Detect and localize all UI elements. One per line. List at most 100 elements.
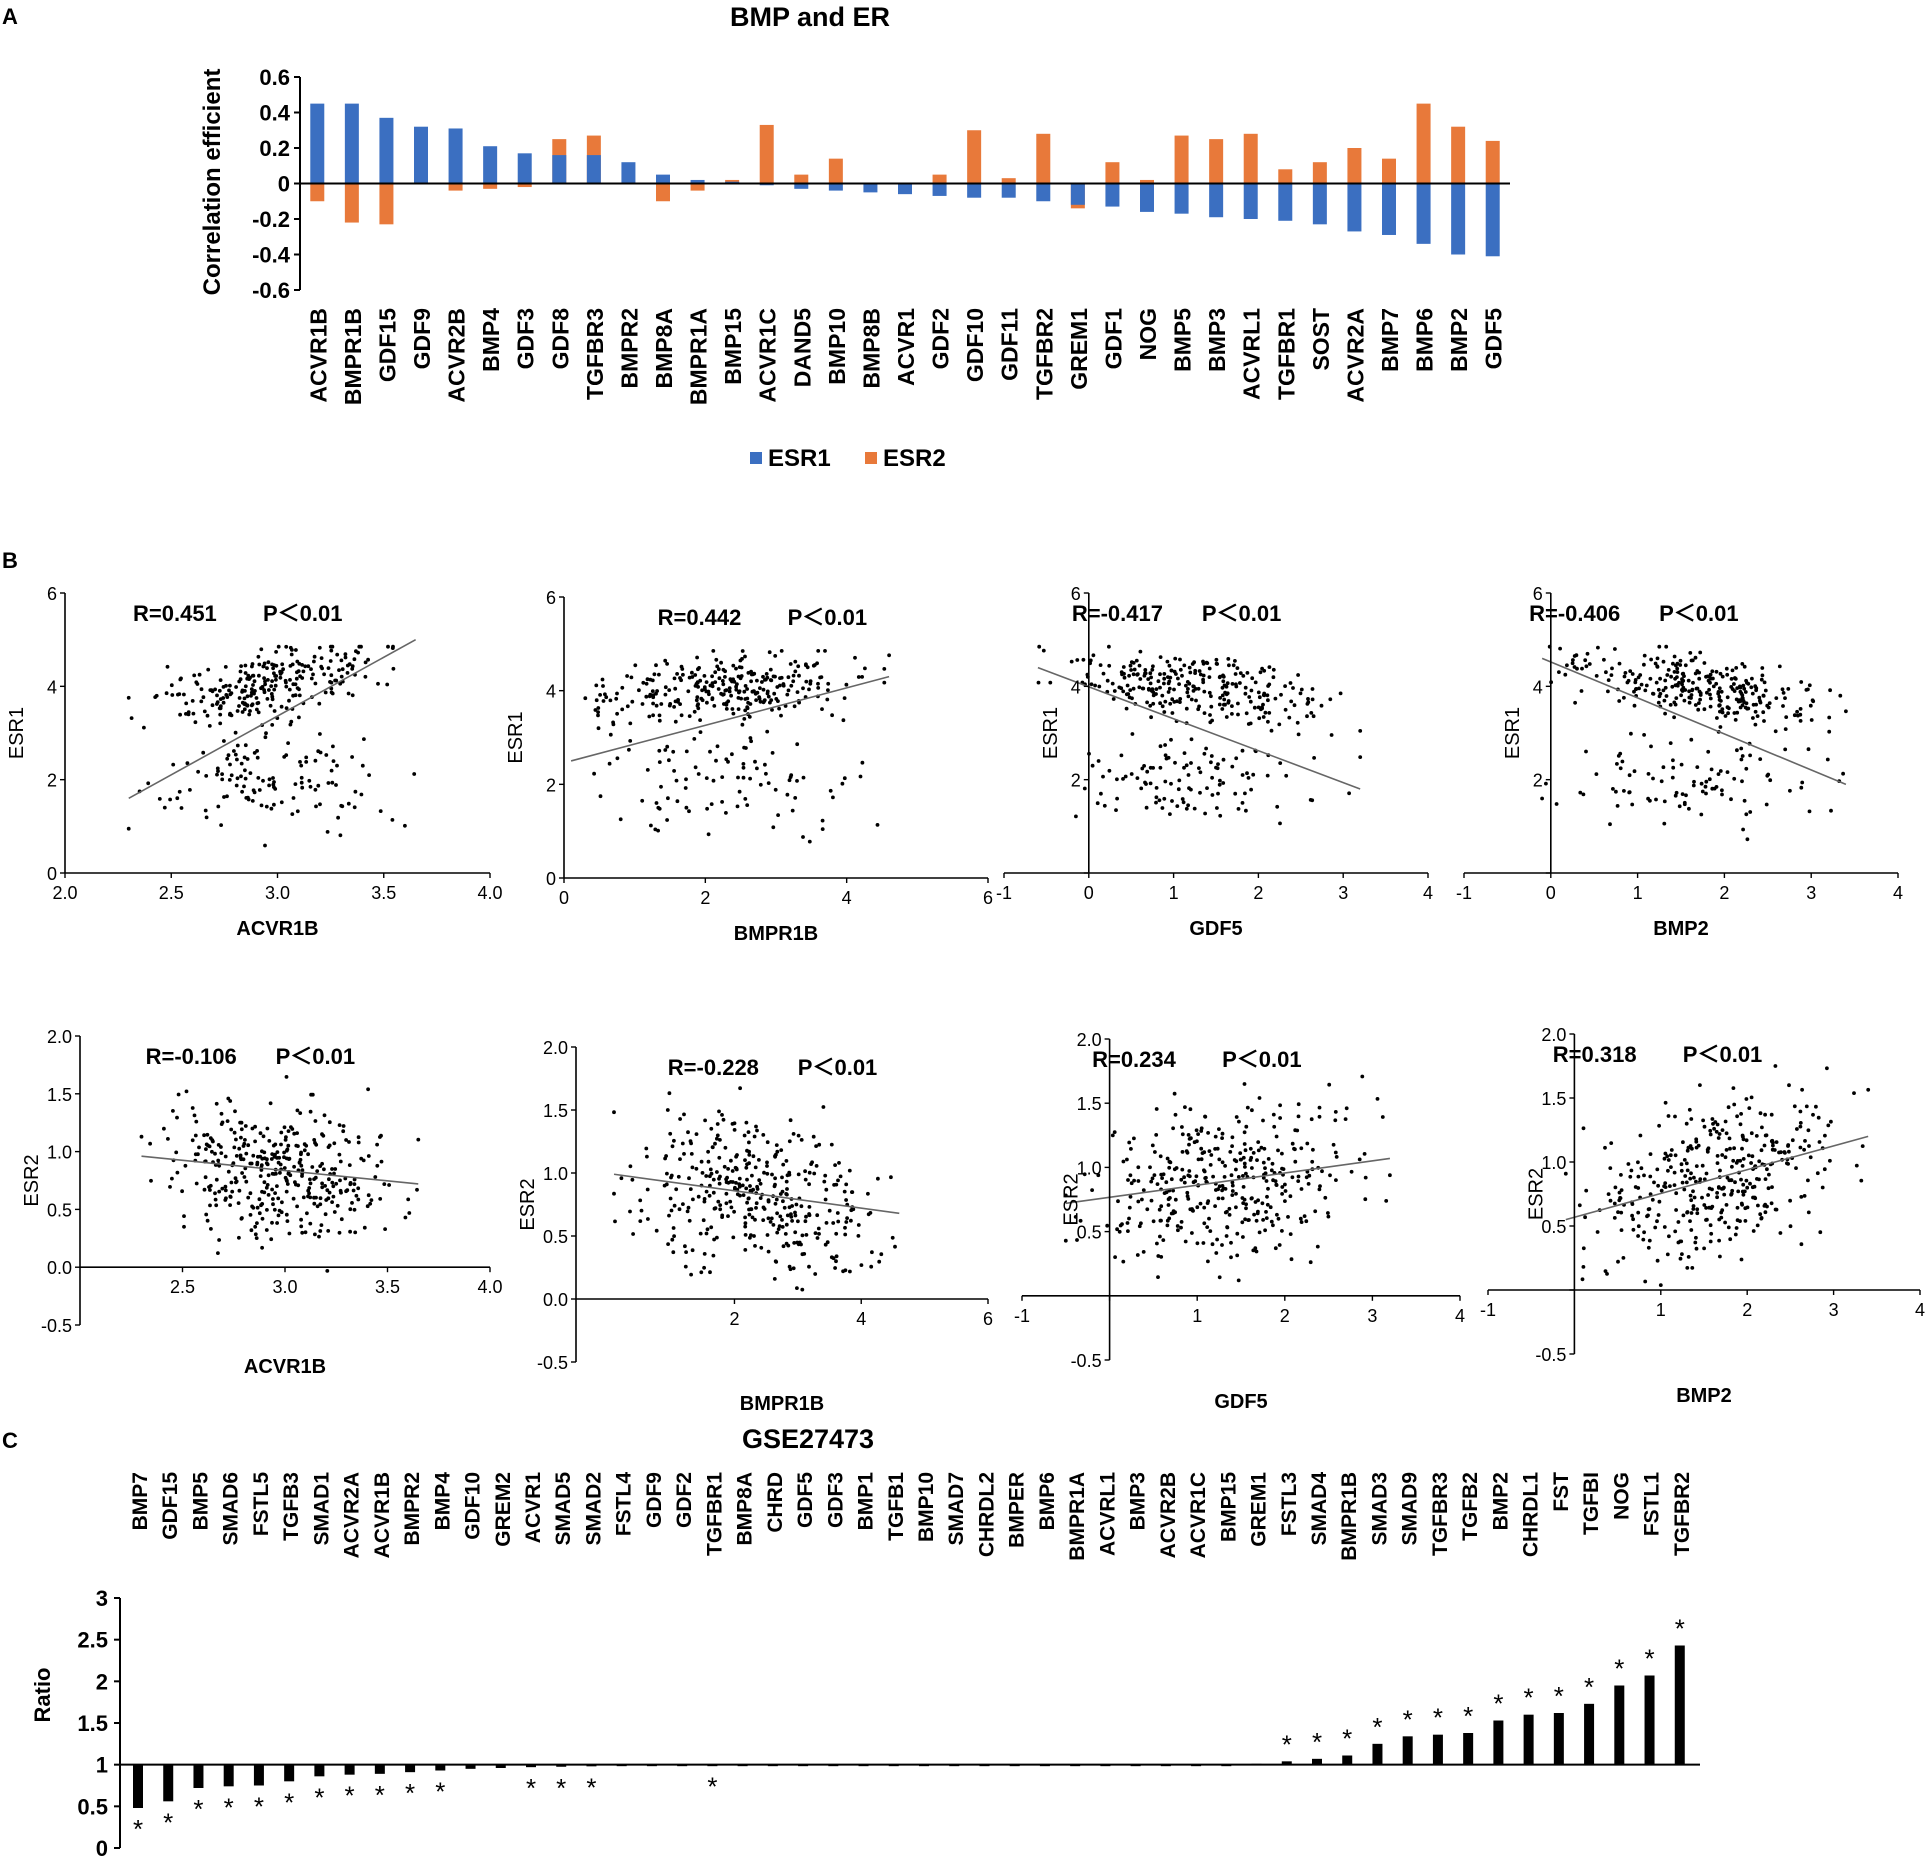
scatter-point [1677,680,1681,685]
scatter-point [766,1199,771,1204]
scatter-point [716,687,721,691]
scatter-point [219,1111,224,1116]
tick-label-c-bmpr1b: BMPR1B [1338,1472,1361,1561]
scatter-point [176,692,180,697]
scatter-point [738,675,743,680]
scatter-point [625,704,630,709]
scatter-point [1075,1238,1079,1242]
scatter-point [284,706,289,710]
scatter-point [1223,1164,1227,1168]
scatter-point [378,809,383,813]
scatter-point [1687,700,1692,705]
scatter-point [1283,684,1287,688]
scatter-point [368,1201,373,1206]
scatter-point [356,1197,361,1202]
scatter-point [1107,663,1112,668]
scatter-point [637,688,641,693]
scatter-point [1669,1148,1674,1152]
scatter-point [1735,710,1740,715]
scatter-point [201,750,206,755]
scatter-point [1227,1206,1232,1211]
scatter-point [763,678,767,682]
scatter-point [1735,748,1739,753]
scatter-point [743,1221,748,1226]
scatter-point [313,1232,317,1237]
scatter-point [264,1161,269,1165]
scatter-point [218,697,223,701]
scatter-point [326,1145,331,1149]
scatter-point [1195,1241,1200,1246]
scatter-point [671,1250,676,1255]
scatter-point [367,773,371,777]
scatter-point [1217,702,1222,707]
scatter-point [1209,694,1213,699]
scatter-point [793,1230,798,1235]
scatter-point [1167,663,1172,668]
scatter-point [219,1145,223,1149]
scatter-point [242,784,246,789]
scatter-point [1700,1195,1704,1200]
scatter-point [1261,1176,1266,1180]
scatter-point [1735,1114,1739,1119]
scatter-point [313,1175,318,1180]
scatter-point [1192,1140,1197,1145]
scatter-point [1177,778,1182,783]
scatter-point [695,655,699,660]
scatter-point [250,702,255,707]
scatter-point [270,1187,274,1192]
scatter-point [1256,1148,1261,1153]
scatter-point [630,1177,635,1182]
scatter-point [791,673,796,678]
scatter-point [1817,1140,1822,1144]
scatter-point [1207,666,1212,671]
scatter-point [1760,1125,1764,1130]
scatter-point [232,1130,237,1135]
scatter-point [1209,1153,1214,1157]
scatter-point [842,1189,847,1194]
panel-label-c: C [2,1428,18,1453]
scatter-point [1201,677,1205,682]
scatter-point [259,1163,264,1168]
scatter-point [1242,1161,1247,1166]
scatter-point [1860,1144,1865,1148]
scatter-point [674,1187,679,1192]
scatter-point [1758,700,1763,705]
scatter-point [1284,773,1289,778]
scatter-point [1223,690,1227,695]
scatter-point [1299,687,1304,692]
scatter-point [378,1197,383,1201]
scatter-point [192,673,197,678]
scatter-point [1273,1246,1278,1251]
scatter-point [745,705,750,709]
scatter-point [836,1219,841,1224]
scatter-point [773,1201,778,1206]
scatter-point [732,1209,736,1214]
scatter-point [665,744,670,749]
scatter-point [1614,789,1618,794]
scatter-point [219,823,224,827]
scatter-point [1209,760,1213,765]
bar-a-esr1-bmp8b [863,183,878,193]
scatter-point [1655,1258,1660,1263]
scatter-point [659,784,663,789]
scatter-point [1757,1159,1762,1164]
scatter-point [373,1175,378,1179]
scatter-point [696,685,700,689]
scatter-point [1180,1125,1184,1129]
scatter-point [1169,668,1174,673]
bar-a-esr2-gdf15 [379,183,394,225]
scatter-point [1131,672,1136,677]
scatter-point [831,1221,836,1225]
scatter-point [1230,682,1235,686]
scatter-point [1618,766,1623,771]
scatter-point [1116,1199,1120,1204]
scatter-point [723,688,728,693]
scatter-point [715,1235,719,1240]
scatter-xtick-label: 3.0 [265,883,290,903]
scatter-point [815,1236,820,1240]
scatter-point [1734,666,1739,670]
significance-marker: * [1554,1681,1564,1711]
tick-label-c-bmp8a: BMP8A [734,1472,757,1546]
scatter-point [1691,783,1696,788]
